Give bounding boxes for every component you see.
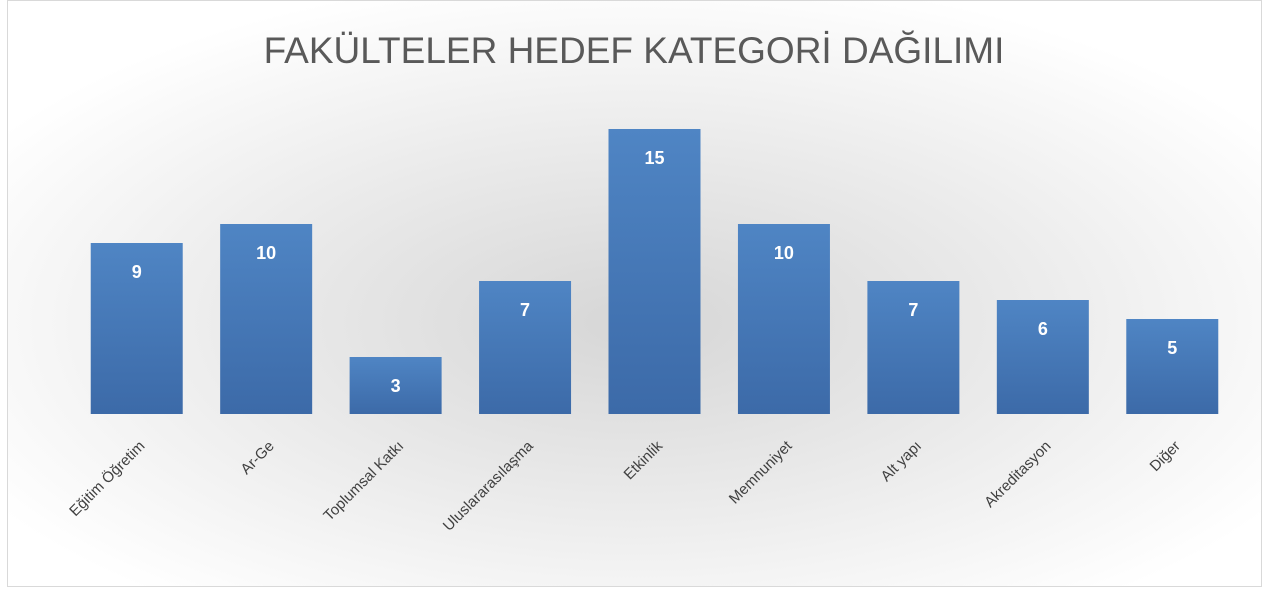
bar — [479, 281, 572, 414]
bar — [220, 224, 313, 414]
chart-title: FAKÜLTELER HEDEF KATEGORİ DAĞILIMI — [264, 30, 1005, 71]
bar — [90, 243, 183, 414]
value-label: 15 — [644, 148, 664, 168]
bar — [1126, 319, 1219, 414]
value-label: 6 — [1038, 319, 1048, 339]
bar — [996, 300, 1089, 414]
value-label: 5 — [1167, 338, 1177, 358]
value-label: 10 — [774, 243, 794, 263]
value-label: 3 — [391, 376, 401, 396]
value-label: 9 — [132, 262, 142, 282]
value-label: 7 — [908, 300, 918, 320]
bar — [737, 224, 830, 414]
bar — [608, 129, 701, 414]
bar — [349, 357, 442, 414]
value-label: 7 — [520, 300, 530, 320]
value-label: 10 — [256, 243, 276, 263]
bar — [867, 281, 960, 414]
